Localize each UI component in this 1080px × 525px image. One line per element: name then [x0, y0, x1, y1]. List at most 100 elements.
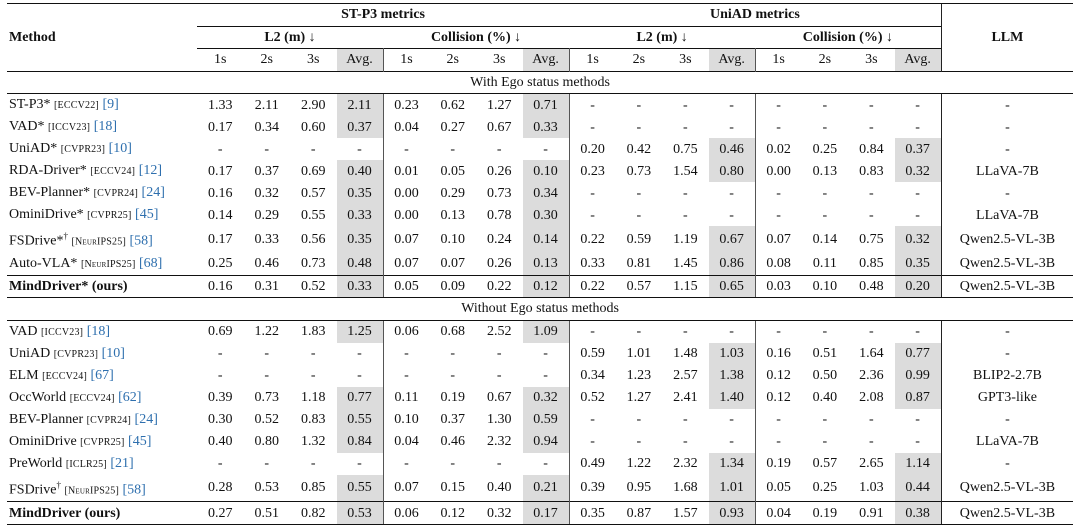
horizon-header-avg: Avg.: [708, 48, 756, 71]
llm-cell: -: [940, 452, 1074, 475]
citation-link[interactable]: [58]: [129, 233, 153, 249]
metric-cell: 0.25: [812, 480, 838, 496]
citation-link[interactable]: [21]: [110, 455, 134, 471]
metric-cell: 0.10: [394, 412, 419, 428]
metric-cell: 0.48: [336, 252, 384, 276]
citation-link[interactable]: [18]: [93, 119, 118, 134]
metric-cell: -: [264, 456, 270, 472]
method-name: FSDrive: [9, 482, 57, 498]
metric-cell: -: [708, 93, 756, 116]
metric-cell: 0.04: [755, 501, 802, 525]
venue-tag: [NeurIPS25]: [80, 258, 136, 270]
metric-cell: -: [636, 434, 642, 450]
metric-cell: -: [915, 434, 920, 450]
metric-cell: 1.83: [301, 324, 326, 340]
citation-link[interactable]: [10]: [101, 345, 125, 361]
metric-cell: 0.51: [243, 501, 290, 525]
method-name: VAD*: [9, 119, 45, 134]
venue-tag: [CVPR24]: [93, 188, 139, 199]
citation-link[interactable]: [18]: [86, 323, 111, 339]
metric-cell: 0.39: [208, 390, 233, 406]
method-name: OccWorld: [9, 389, 67, 405]
uniad-collision-header: Collision (%) ↓: [755, 25, 942, 49]
metric-cell: 0.28: [208, 480, 233, 496]
metric-cell: -: [590, 434, 595, 450]
metric-cell: 0.07: [394, 231, 419, 247]
metric-cell: 0.55: [336, 474, 384, 502]
metric-cell: 0.40: [487, 480, 512, 496]
citation-link[interactable]: [62]: [118, 389, 142, 405]
metric-cell: -: [683, 412, 688, 428]
metric-cell: 0.30: [522, 204, 570, 226]
metric-cell: 0.32: [894, 226, 942, 253]
metric-cell: -: [336, 342, 384, 365]
llm-cell: Qwen2.5-VL-3B: [940, 226, 1074, 253]
metric-cell: -: [915, 412, 920, 428]
method-name: RDA-Driver*: [9, 163, 87, 178]
citation-link[interactable]: [24]: [141, 185, 165, 200]
llm-cell: GPT3-like: [940, 386, 1074, 409]
method-cell: ELM [ECCV24] [67]: [7, 365, 197, 387]
venue-tag: [CVPR24]: [86, 414, 132, 426]
metric-cell: -: [636, 185, 642, 201]
llm-cell: LLaVA-7B: [940, 204, 1074, 226]
metric-cell: 1.34: [708, 452, 756, 475]
metric-cell: 0.32: [476, 501, 523, 525]
llm-header: LLM: [940, 3, 1074, 71]
citation-link[interactable]: [45]: [135, 207, 159, 222]
metric-cell: 0.75: [859, 231, 884, 247]
llm-cell: LLaVA-7B: [940, 430, 1074, 453]
method-name: ELM: [9, 367, 39, 383]
metric-cell: -: [776, 97, 781, 113]
metric-cell: 1.19: [673, 231, 698, 247]
metric-cell: 0.59: [522, 408, 570, 431]
method-name: FSDrive*: [9, 233, 64, 249]
metric-cell: 0.46: [254, 256, 280, 272]
metric-cell: 0.34: [522, 182, 570, 204]
metric-cell: 1.22: [626, 456, 652, 472]
metric-cell: 1.25: [336, 320, 384, 343]
uniad-l2-header: L2 (m) ↓: [569, 25, 756, 49]
horizon-header-2s: 2s: [615, 48, 663, 71]
metric-cell: 0.06: [383, 501, 430, 525]
metric-cell: 0.14: [522, 226, 570, 253]
table-row: ELM [ECCV24] [67] - - - - - - - -0.34 1.23 2.57 1.3…: [7, 364, 1074, 387]
metric-cell: 1.01: [626, 346, 652, 362]
method-cell: OminiDrive* [CVPR25] [45]: [7, 204, 197, 226]
metric-cell: 0.37: [336, 116, 384, 138]
citation-link[interactable]: [58]: [122, 482, 146, 498]
metric-cell: 0.19: [766, 456, 791, 472]
metric-cell: 1.27: [487, 97, 512, 113]
llm-cell: -: [940, 182, 1074, 204]
llm-cell: LLaVA-7B: [940, 160, 1074, 182]
method-name: VAD: [9, 323, 38, 339]
metric-cell: 2.41: [673, 390, 698, 406]
citation-link[interactable]: [45]: [128, 433, 152, 449]
metric-cell: -: [776, 324, 781, 340]
citation-link[interactable]: [68]: [138, 255, 163, 271]
metric-cell: 0.39: [580, 480, 605, 496]
metric-cell: -: [869, 324, 874, 340]
citation-link[interactable]: [10]: [108, 141, 132, 156]
metric-cell: 0.50: [812, 368, 838, 384]
metric-cell: 0.06: [394, 324, 419, 340]
metric-cell: 0.62: [440, 97, 466, 113]
metric-cell: -: [217, 141, 223, 157]
metric-cell: 0.32: [894, 160, 942, 182]
horizon-header-1s: 1s: [755, 48, 802, 71]
metric-cell: 1.22: [254, 324, 280, 340]
citation-link[interactable]: [9]: [102, 97, 119, 112]
citation-link[interactable]: [12]: [138, 163, 163, 178]
horizon-header-avg: Avg.: [894, 48, 942, 71]
metric-cell: 1.40: [708, 386, 756, 409]
metric-cell: 0.93: [708, 501, 756, 525]
metric-cell: 0.12: [429, 501, 476, 525]
method-cell: Auto-VLA* [NeurIPS25] [68]: [7, 253, 197, 276]
metric-cell: -: [496, 456, 502, 472]
citation-link[interactable]: [24]: [134, 411, 158, 427]
metric-cell: 0.52: [580, 390, 605, 406]
method-name: MindDriver (ours): [9, 505, 121, 521]
metric-cell: 1.68: [673, 480, 698, 496]
citation-link[interactable]: [67]: [90, 367, 114, 383]
metric-cell: -: [336, 364, 384, 387]
